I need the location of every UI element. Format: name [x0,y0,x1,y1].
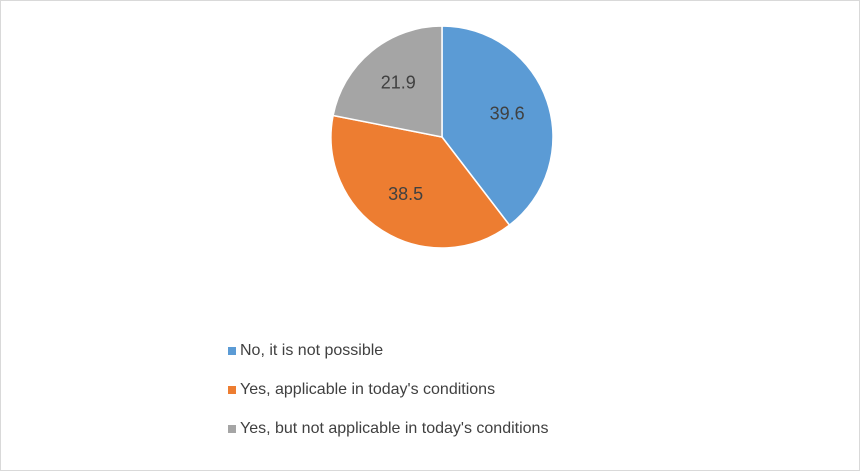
data-label: 38.5 [388,184,423,204]
legend-label: No, it is not possible [240,342,383,359]
legend-swatch [228,347,236,355]
data-label: 21.9 [381,73,416,93]
data-label: 39.6 [490,104,525,124]
pie-slice [441,25,554,227]
legend-label: Yes, but not applicable in today's condi… [240,420,548,437]
pie-slice [330,114,511,249]
legend-swatch [228,425,236,433]
pie-slice [332,25,443,138]
legend-swatch [228,386,236,394]
legend-label: Yes, applicable in today's conditions [240,381,495,398]
